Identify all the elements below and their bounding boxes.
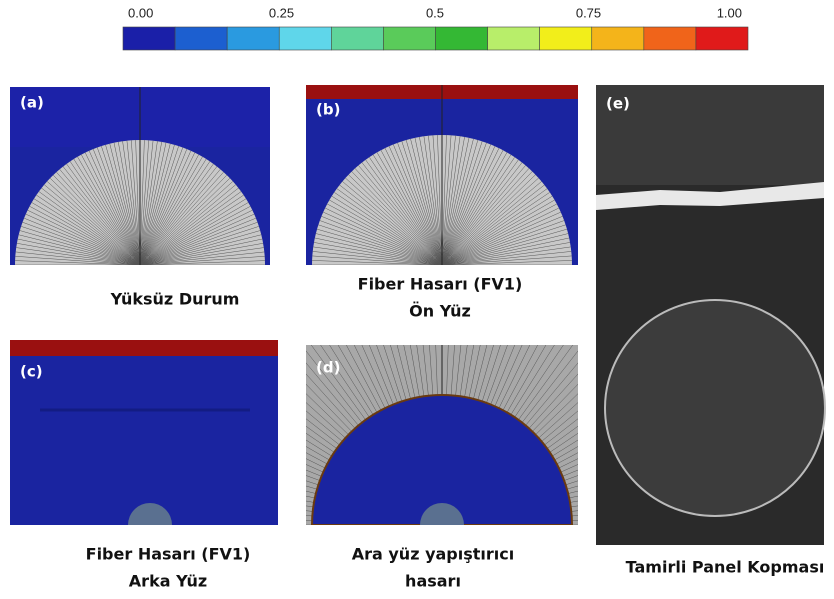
- caption: hasarı: [405, 572, 461, 591]
- colorbar-segment: [644, 27, 696, 50]
- panel-c: [10, 340, 278, 525]
- colorbar-tick-label: 0.5: [426, 5, 444, 20]
- colorbar-tick-label: 0.25: [269, 5, 294, 20]
- colorbar-segment: [696, 27, 748, 50]
- caption: Ara yüz yapıştırıcı: [352, 545, 515, 564]
- colorbar-tick-label: 1.00: [717, 5, 742, 20]
- colorbar-segment: [488, 27, 540, 50]
- colorbar-segment: [436, 27, 488, 50]
- colorbar-tick-label: 0.00: [128, 5, 153, 20]
- colorbar-tick-label: 0.75: [576, 5, 601, 20]
- caption: Tamirli Panel Kopması: [626, 558, 825, 577]
- colorbar-segment: [227, 27, 279, 50]
- body: 0.000.250.50.751.00 (a) (b) (c) (d) (e) …: [0, 0, 834, 599]
- page: Hasar karşılaştırması {"colorbar": {"tic…: [0, 0, 834, 599]
- panel-label: (b): [316, 101, 340, 119]
- colorbar: 0.00 0.25 0.5 0.75 1.00: [123, 5, 748, 50]
- caption: Fiber Hasarı (FV1): [358, 275, 523, 294]
- panel-label: (c): [20, 363, 43, 381]
- colorbar-segment: [383, 27, 435, 50]
- colorbar-segment: [123, 27, 175, 50]
- colorbar-segment: [592, 27, 644, 50]
- photo-upper: [596, 85, 824, 185]
- colorbar-segment: [279, 27, 331, 50]
- damage-band: [10, 340, 278, 356]
- patch: [605, 300, 825, 516]
- colorbar-segment: [175, 27, 227, 50]
- colorbar-segment: [331, 27, 383, 50]
- figure: 0.000.250.50.751.00 (a) (b) (c) (d) (e) …: [0, 0, 834, 599]
- colorbar-segment: [540, 27, 592, 50]
- panel-label: (e): [606, 95, 630, 113]
- panel-label: (a): [20, 94, 44, 112]
- caption: Ön Yüz: [409, 302, 471, 321]
- panel-label: (d): [316, 359, 340, 377]
- caption: Fiber Hasarı (FV1): [86, 545, 251, 564]
- caption: Arka Yüz: [129, 572, 207, 591]
- caption: Yüksüz Durum: [110, 290, 240, 309]
